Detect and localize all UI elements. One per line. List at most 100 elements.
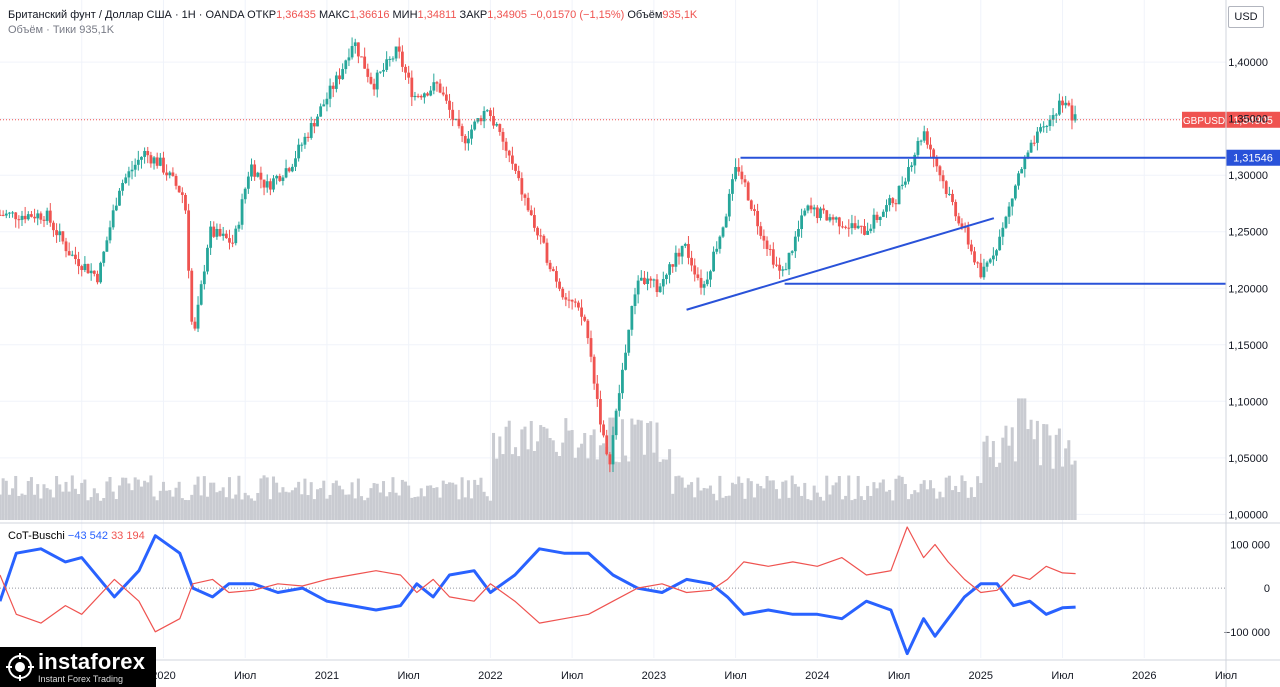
candle-body <box>1045 126 1049 128</box>
volume-bar <box>668 449 672 520</box>
time-tick-label: 2023 <box>642 670 666 682</box>
volume-bar <box>614 461 618 520</box>
candle-body <box>102 251 106 263</box>
volume-bar <box>397 495 401 520</box>
volume-bar <box>0 494 2 520</box>
candle-body <box>353 42 357 47</box>
volume-bar <box>938 491 942 520</box>
candle-body <box>432 82 436 91</box>
candle-body <box>881 211 885 217</box>
volume-bar <box>205 496 209 520</box>
candle-body <box>281 177 285 181</box>
candle-body <box>671 264 675 267</box>
cot-value-1: −43 542 <box>67 530 108 542</box>
currency-button[interactable]: USD <box>1228 6 1264 28</box>
candle-body <box>1 214 5 216</box>
volume-bar <box>951 490 955 520</box>
volume-bar <box>564 418 568 520</box>
candle-body <box>734 167 737 180</box>
candle-body <box>356 42 360 57</box>
volume-bar <box>718 475 722 520</box>
candle-body <box>70 254 74 256</box>
volume-bar <box>580 443 584 520</box>
volume-bar <box>476 484 480 520</box>
candle-body <box>957 216 961 224</box>
volume-bar <box>693 497 697 520</box>
volume-bar <box>388 492 392 520</box>
volume-bar <box>743 498 747 520</box>
candle-body <box>253 164 257 177</box>
volume-bar <box>64 481 68 520</box>
volume-bar <box>727 495 731 520</box>
volume-bar <box>363 500 367 520</box>
candle-body <box>803 210 807 216</box>
volume-bar <box>356 478 360 520</box>
volume-bar <box>586 458 590 520</box>
candle-body <box>790 251 794 253</box>
candle-body <box>709 271 712 280</box>
candle-body <box>140 156 143 160</box>
candle-body <box>960 223 964 228</box>
candle-body <box>262 179 266 188</box>
volume-bar <box>422 496 426 520</box>
candle-body <box>614 410 618 436</box>
candle-body <box>558 281 561 289</box>
volume-bar <box>149 475 153 520</box>
candle-body <box>297 144 301 159</box>
candle-body <box>416 95 420 97</box>
volume-bar <box>856 475 860 520</box>
volume-bar <box>155 500 159 520</box>
volume-bar <box>806 499 810 520</box>
volume-bar <box>1061 466 1065 520</box>
volume-bar <box>592 429 596 520</box>
candle-body <box>1051 115 1055 120</box>
candle-body <box>133 164 137 170</box>
volume-bar <box>102 498 106 520</box>
volume-bar <box>61 491 65 520</box>
candle-body <box>413 95 417 98</box>
open-label: ОТКР <box>247 9 277 21</box>
candle-body <box>489 110 492 117</box>
candle-body <box>885 205 888 212</box>
volume-bar <box>139 486 143 520</box>
volume-bar <box>400 479 404 520</box>
candle-body <box>246 176 250 189</box>
candle-body <box>466 138 470 144</box>
candle-body <box>731 179 734 194</box>
candle-body <box>627 329 631 353</box>
candle-body <box>837 217 841 227</box>
volume-bar <box>438 497 442 520</box>
candle-body <box>316 116 319 127</box>
volume-bar <box>1007 445 1011 520</box>
volume-bar <box>426 485 430 520</box>
volume-bar <box>649 421 653 520</box>
candle-body <box>347 57 351 61</box>
volume-bar <box>705 488 709 520</box>
candle-body <box>350 46 354 58</box>
price-tick-label: 1,05000 <box>1228 453 1268 465</box>
volume-bar <box>372 483 376 520</box>
volume-bar <box>180 498 184 520</box>
volume-bar <box>875 488 879 520</box>
candle-body <box>787 252 791 270</box>
volume-bar <box>561 442 565 520</box>
time-tick-label: 2025 <box>969 670 993 682</box>
cot-tick-label: 0 <box>1264 583 1270 595</box>
candle-body <box>11 212 14 214</box>
candle-body <box>121 182 124 191</box>
price-tick-label: 1,15000 <box>1228 340 1268 352</box>
volume-bar <box>702 487 706 520</box>
candle-body <box>718 236 722 249</box>
volume-bar <box>360 496 364 520</box>
candle-body <box>633 294 637 307</box>
drawing-overlays[interactable]: GBPUSD 1,34905 1,31546 <box>0 111 1280 311</box>
candle-body <box>441 92 445 95</box>
candle-body <box>23 215 27 220</box>
change-value: −0,01570 (−1,15%) <box>530 9 625 21</box>
logo-mark-icon <box>6 653 34 681</box>
volume-bar <box>539 425 543 520</box>
volume-bar <box>979 482 983 520</box>
volume-bar <box>152 496 156 520</box>
candle-body <box>460 126 464 136</box>
